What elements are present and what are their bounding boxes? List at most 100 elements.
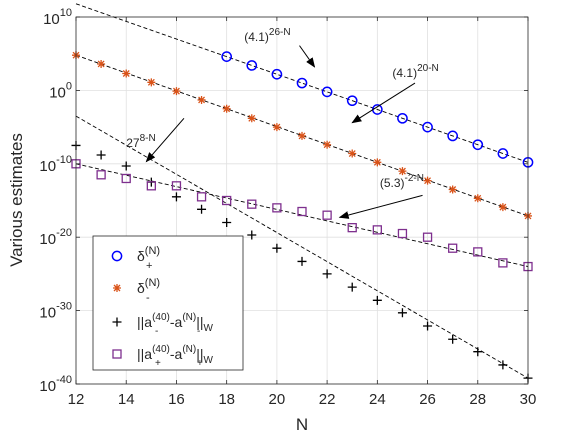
annotations: (4.1)26-N (4.1)20-N 278-N (5.3)-2-N <box>126 27 439 219</box>
x-tick-label: 14 <box>118 391 135 408</box>
data-point <box>247 230 257 240</box>
series-delta-minus <box>72 51 532 220</box>
data-point <box>448 334 458 344</box>
annotation-label: (4.1)26-N <box>244 27 290 44</box>
data-point <box>372 295 382 305</box>
annotation-arrow <box>299 45 316 68</box>
data-point <box>397 112 408 124</box>
data-point <box>448 243 458 253</box>
annotation-label: (4.1)20-N <box>392 63 438 80</box>
x-tick-label: 28 <box>469 391 486 408</box>
data-point <box>447 130 459 142</box>
legend-entry: ||a(40)-a(N)||W- - <box>112 312 213 337</box>
data-point <box>171 181 182 191</box>
data-point <box>473 347 483 357</box>
x-axis-label: N <box>296 415 308 434</box>
fit-a-plus <box>75 163 529 267</box>
data-point <box>246 60 258 71</box>
x-tick-label: 16 <box>168 391 185 408</box>
data-point <box>247 199 257 209</box>
annotation: (5.3)-2-N <box>338 173 424 219</box>
data-point <box>272 123 281 132</box>
data-point <box>171 192 181 202</box>
data-point <box>298 131 306 140</box>
legend-label-sub: + <box>146 260 152 272</box>
data-point <box>222 104 231 113</box>
data-point <box>422 232 433 242</box>
data-point <box>172 87 181 96</box>
legend-label: δ(N) <box>137 277 160 296</box>
data-point <box>297 206 307 217</box>
data-point <box>197 204 207 214</box>
x-tick-label: 18 <box>218 391 235 408</box>
data-point <box>348 149 357 158</box>
annotation-label: 278-N <box>126 133 155 150</box>
y-tick-label: 10-40 <box>39 374 72 395</box>
data-point <box>497 148 509 159</box>
data-point <box>146 181 156 191</box>
fit-delta-plus <box>75 3 529 163</box>
annotation: 278-N <box>126 117 185 163</box>
legend-marker <box>112 349 122 359</box>
legend-entry: δ(N)+ <box>111 245 160 272</box>
data-point <box>197 95 206 104</box>
y-axis-label: Various estimates <box>7 133 26 267</box>
annotation: (4.1)20-N <box>351 63 439 124</box>
data-point <box>346 95 358 107</box>
x-tick-label: 12 <box>68 391 85 408</box>
legend-label-sub: - <box>146 292 150 304</box>
data-point <box>473 194 482 203</box>
data-point <box>221 51 233 62</box>
data-point <box>147 78 156 87</box>
data-point <box>398 167 407 176</box>
data-point <box>347 223 357 233</box>
legend-label-sub: + <box>197 358 203 369</box>
legend-marker <box>111 250 123 262</box>
data-point <box>373 158 382 167</box>
axes-box <box>75 16 529 385</box>
data-point <box>322 269 332 279</box>
y-tick-label: 10-30 <box>39 301 72 322</box>
x-tick-label: 22 <box>319 391 336 408</box>
data-point <box>323 140 332 149</box>
data-point <box>347 282 357 292</box>
data-point <box>423 321 433 331</box>
legend-label: ||a(40)-a(N)||W <box>137 312 213 334</box>
x-tick-label: 30 <box>520 391 537 408</box>
data-point <box>121 173 131 184</box>
tick-labels: 12 14 16 18 20 22 24 26 28 30 10-40 10-30 10-20 10-10… <box>39 7 536 408</box>
data-point <box>122 69 131 78</box>
series-delta-plus <box>221 51 534 168</box>
data-point <box>321 86 333 98</box>
data-point <box>397 308 407 318</box>
data-point <box>96 150 106 160</box>
annotation-arrow <box>145 117 185 163</box>
data-point <box>473 247 483 257</box>
data-point <box>97 59 106 68</box>
y-tick-label: 100 <box>49 80 72 101</box>
data-point <box>422 121 433 133</box>
data-point <box>296 77 308 89</box>
legend: δ(N)+δ(N)-||a(40)-a(N)||W- -||a(40)-a(N)|… <box>92 235 244 371</box>
data-point <box>498 203 507 212</box>
data-point <box>297 256 307 266</box>
data-point <box>397 228 408 239</box>
data-point <box>448 185 457 194</box>
y-tick-label: 10-10 <box>39 154 72 175</box>
data-point <box>423 176 432 185</box>
legend-label-sub: + <box>155 358 161 369</box>
data-point <box>272 203 282 213</box>
data-point <box>247 114 256 123</box>
legend-marker <box>112 317 122 327</box>
data-point <box>322 210 332 220</box>
legend-label-sub: - <box>197 326 200 337</box>
data-point <box>472 139 484 151</box>
x-tick-label: 24 <box>369 391 386 408</box>
data-point <box>222 195 232 206</box>
annotation-label: (5.3)-2-N <box>380 173 424 190</box>
data-point <box>96 170 106 180</box>
series-a-minus-norm <box>71 140 533 383</box>
data-point <box>498 258 508 268</box>
data-point <box>372 225 382 235</box>
data-point <box>196 192 207 202</box>
